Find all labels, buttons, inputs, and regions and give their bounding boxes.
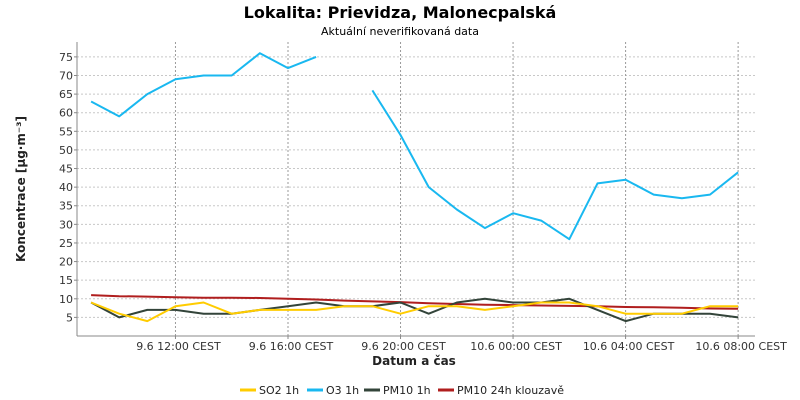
y-tick-label-55: 55 bbox=[59, 125, 73, 138]
chart-title: Lokalita: Prievidza, Malonecpalská bbox=[244, 3, 557, 22]
x-tick-label-2: 9.6 20:00 CEST bbox=[361, 340, 446, 353]
x-tick-label-1: 9.6 16:00 CEST bbox=[249, 340, 334, 353]
y-tick-label-60: 60 bbox=[59, 107, 73, 120]
plot-background bbox=[77, 42, 755, 336]
series-line-3 bbox=[91, 294, 739, 310]
y-tick-label-30: 30 bbox=[59, 218, 73, 231]
y-tick-label-35: 35 bbox=[59, 200, 73, 213]
x-axis-label: Datum a čas bbox=[372, 354, 456, 368]
x-tick-label-3: 10.6 00:00 CEST bbox=[470, 340, 562, 353]
y-tick-label-50: 50 bbox=[59, 144, 73, 157]
series-line-0 bbox=[90, 301, 739, 323]
grid bbox=[77, 42, 755, 336]
x-tick-label-4: 10.6 04:00 CEST bbox=[583, 340, 675, 353]
y-tick-label-5: 5 bbox=[66, 311, 73, 324]
y-tick-label-40: 40 bbox=[59, 181, 73, 194]
y-tick-label-20: 20 bbox=[59, 256, 73, 269]
y-tick-label-45: 45 bbox=[59, 163, 73, 176]
series-line-1 bbox=[90, 52, 739, 241]
series-line-2 bbox=[90, 297, 739, 323]
y-tick-label-15: 15 bbox=[59, 274, 73, 287]
series-layer bbox=[90, 52, 739, 323]
y-tick-label-10: 10 bbox=[59, 293, 73, 306]
legend-label-2: PM10 1h bbox=[383, 384, 431, 397]
y-tick-label-75: 75 bbox=[59, 51, 73, 64]
legend-label-3: PM10 24h klouzavě bbox=[457, 384, 564, 397]
legend-label-1: O3 1h bbox=[326, 384, 359, 397]
chart-subtitle: Aktuální neverifikovaná data bbox=[321, 25, 479, 38]
y-tick-label-70: 70 bbox=[59, 69, 73, 82]
legend: SO2 1h O3 1h PM10 1h PM10 24h klouzavě bbox=[240, 384, 564, 397]
y-tick-label-65: 65 bbox=[59, 88, 73, 101]
axes: 5 10 15 20 25 30 35 40 45 50 55 60 65 70 75 9.6 12:00 C… bbox=[59, 42, 787, 353]
plot-area bbox=[77, 42, 755, 336]
y-axis-label: Koncentrace [µg·m⁻³] bbox=[14, 116, 28, 262]
x-tick-label-0: 9.6 12:00 CEST bbox=[136, 340, 221, 353]
y-tick-label-25: 25 bbox=[59, 237, 73, 250]
x-tick-label-5: 10.6 08:00 CEST bbox=[695, 340, 787, 353]
legend-label-0: SO2 1h bbox=[259, 384, 299, 397]
